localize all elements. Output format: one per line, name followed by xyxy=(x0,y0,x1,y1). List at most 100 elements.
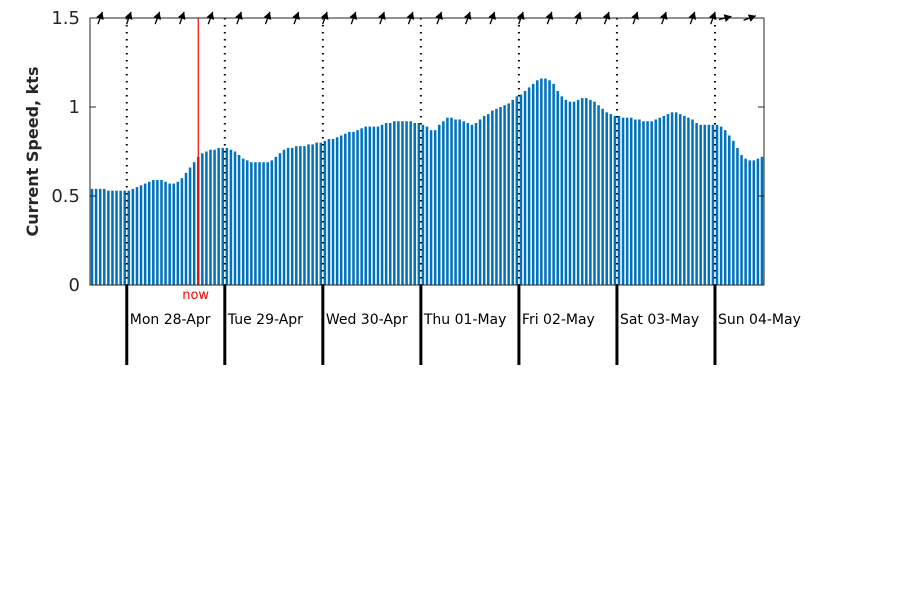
speed-bar xyxy=(380,124,384,285)
speed-bar xyxy=(282,149,286,285)
speed-bar xyxy=(421,124,425,285)
speed-bar xyxy=(368,126,372,285)
arrow-head xyxy=(488,11,496,20)
arrow-head xyxy=(631,11,639,20)
speed-bar xyxy=(458,119,461,286)
speed-bar xyxy=(454,119,457,286)
speed-bar xyxy=(593,101,596,285)
speed-bar xyxy=(237,155,241,285)
speed-bar xyxy=(687,117,690,286)
arrow-head xyxy=(435,11,443,20)
speed-bar xyxy=(544,78,547,286)
arrow-head xyxy=(349,11,358,20)
arrow-head xyxy=(206,11,215,20)
arrow-head xyxy=(124,11,133,20)
speed-bar xyxy=(511,99,515,285)
speed-bar xyxy=(205,151,208,285)
arrow-head xyxy=(378,11,386,20)
speed-bar xyxy=(290,147,294,285)
speed-bar xyxy=(107,190,110,285)
speed-bar xyxy=(241,158,245,285)
speed-bar xyxy=(466,123,470,286)
speed-bar xyxy=(568,101,572,285)
speed-bar xyxy=(103,188,106,285)
speed-bar xyxy=(229,149,233,285)
arrow-head xyxy=(517,11,525,20)
day-label: Mon 28-Apr xyxy=(130,312,211,328)
speed-bar xyxy=(437,124,441,285)
current-direction-arrow-icon xyxy=(631,11,639,25)
speed-bar xyxy=(176,181,180,285)
speed-bar xyxy=(732,140,735,285)
speed-bar xyxy=(740,155,743,285)
arrow-head xyxy=(602,11,611,20)
speed-bar xyxy=(266,162,269,285)
speed-bar xyxy=(286,147,290,285)
speed-bar xyxy=(597,105,600,285)
speed-bar xyxy=(98,188,102,285)
speed-bar xyxy=(409,121,412,286)
speed-bar xyxy=(376,126,380,285)
arrow-head xyxy=(688,11,697,20)
speed-bar xyxy=(307,144,310,285)
y-axis-title: Current Speed, kts xyxy=(23,67,42,237)
speed-bar xyxy=(201,153,204,285)
speed-bar xyxy=(323,140,327,285)
speed-bar xyxy=(388,123,392,286)
speed-bar xyxy=(270,160,274,285)
arrow-head xyxy=(96,11,104,20)
current-direction-arrow-icon xyxy=(602,11,611,25)
speed-bar xyxy=(295,146,298,285)
speed-bar xyxy=(654,119,658,286)
speed-bar xyxy=(527,87,531,285)
speed-bar xyxy=(658,117,662,286)
speed-bar xyxy=(246,160,249,285)
speed-bar xyxy=(344,133,347,285)
speed-bar xyxy=(184,172,188,285)
speed-bar xyxy=(364,126,367,285)
current-direction-arrow-icon xyxy=(96,11,104,25)
current-direction-arrow-icon xyxy=(709,11,717,25)
speed-bar xyxy=(646,121,649,286)
y-axis: 0 0.5 1 1.5 xyxy=(51,8,764,296)
current-direction-arrow-icon xyxy=(488,11,496,25)
speed-bar xyxy=(115,190,118,285)
speed-bar xyxy=(462,121,466,286)
current-direction-arrow-icon xyxy=(718,14,732,22)
speed-bar xyxy=(94,188,98,285)
day-label: Wed 30-Apr xyxy=(326,312,408,328)
speed-bar xyxy=(188,167,192,285)
speed-bar xyxy=(213,149,216,285)
speed-bar xyxy=(413,123,417,286)
speed-bar xyxy=(143,183,147,285)
speed-bar xyxy=(552,83,555,285)
speed-bar xyxy=(752,160,756,285)
speed-bar xyxy=(331,139,335,285)
speed-bar xyxy=(209,149,212,285)
plot-frame xyxy=(89,17,765,286)
speed-bar xyxy=(540,78,543,286)
speed-bar xyxy=(699,124,702,285)
speed-bar xyxy=(319,142,323,285)
speed-bar xyxy=(674,112,678,285)
y-tick-label: 0.5 xyxy=(51,186,80,207)
speed-bar xyxy=(119,190,122,285)
speed-bar xyxy=(164,181,167,285)
speed-bar xyxy=(356,130,359,285)
speed-bar xyxy=(691,119,694,286)
arrow-head xyxy=(659,11,668,20)
current-direction-arrow-icon xyxy=(206,11,215,25)
speed-bar xyxy=(303,146,306,285)
speed-bar xyxy=(642,121,645,286)
speed-bar xyxy=(327,139,331,285)
speed-bar xyxy=(499,107,502,285)
arrow-head xyxy=(545,11,554,20)
speed-bar xyxy=(495,108,498,285)
speed-bar xyxy=(760,156,764,285)
speed-bar xyxy=(576,99,580,285)
speed-bar xyxy=(650,121,653,286)
bars-group xyxy=(90,78,764,286)
speed-bar xyxy=(258,162,261,285)
current-direction-arrow-icon xyxy=(463,11,472,25)
speed-bar xyxy=(719,126,723,285)
